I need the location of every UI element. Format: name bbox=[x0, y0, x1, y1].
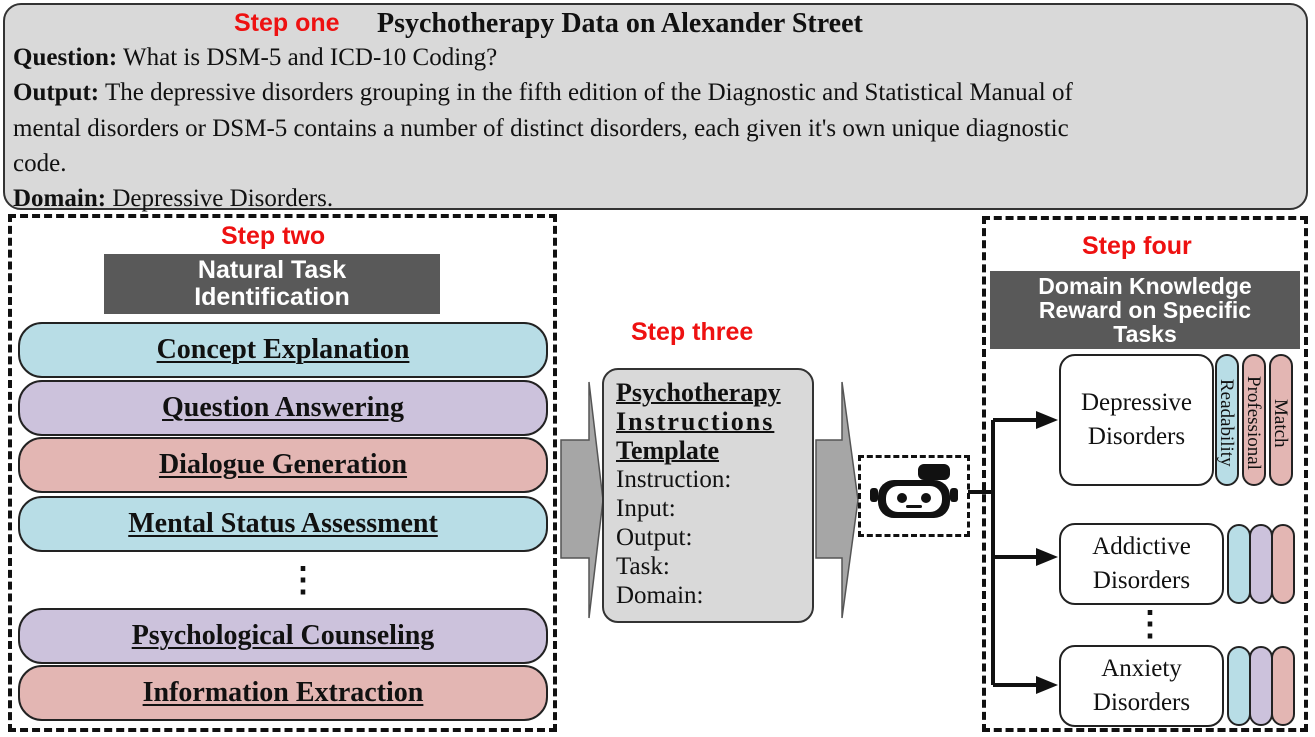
domain-line: Domain: Depressive Disorders. bbox=[13, 181, 333, 216]
task-concept-explanation: Concept Explanation bbox=[18, 322, 548, 378]
reward-pill-anxiety-2 bbox=[1249, 646, 1273, 726]
step-one-label: Step one bbox=[234, 9, 340, 37]
robot-box bbox=[858, 455, 970, 537]
question-text: What is DSM-5 and ICD-10 Coding? bbox=[123, 44, 498, 71]
template-field-output: Output: bbox=[616, 524, 693, 551]
reward-pill-anxiety-3 bbox=[1271, 646, 1295, 726]
right-arrow-icon-2 bbox=[815, 381, 859, 619]
step-two-header-line1: Natural Task bbox=[197, 256, 347, 284]
step-three-label: Step three bbox=[631, 318, 754, 346]
template-field-instruction: Instruction: bbox=[616, 466, 732, 493]
disorder-anxiety-line1: Anxiety bbox=[1101, 655, 1182, 682]
disorder-ellipsis: ⋮ bbox=[1133, 605, 1167, 643]
task-mental-status-assessment: Mental Status Assessment bbox=[18, 496, 548, 552]
output-line-2: mental disorders or DSM-5 contains a num… bbox=[13, 115, 1069, 142]
task-question-answering: Question Answering bbox=[18, 380, 548, 436]
step-four-header-line1: Domain Knowledge bbox=[1038, 273, 1252, 299]
output-text-1: The depressive disorders grouping in the… bbox=[104, 79, 1073, 106]
template-title-line2: Instructions bbox=[616, 407, 775, 436]
task-ellipsis: ⋮ bbox=[286, 561, 320, 599]
template-title-line3: Template bbox=[616, 436, 720, 465]
disorder-depressive-line2: Disorders bbox=[1087, 423, 1186, 450]
template-field-domain: Domain: bbox=[616, 582, 704, 609]
step-four-header: Domain Knowledge Reward on Specific Task… bbox=[990, 271, 1300, 349]
step-one-title: Psychotherapy Data on Alexander Street bbox=[377, 8, 863, 39]
reward-pill-addictive-1 bbox=[1227, 524, 1251, 604]
step-four-label: Step four bbox=[1082, 232, 1192, 260]
step-four-box bbox=[982, 216, 1308, 732]
robot-icon bbox=[870, 464, 958, 518]
reward-pill-addictive-3 bbox=[1271, 524, 1295, 604]
step-two-header: Natural Task Identification bbox=[104, 254, 440, 314]
instructions-template-box: Psychotherapy Instructions Template Inst… bbox=[602, 368, 814, 623]
disorder-addictive-line1: Addictive bbox=[1092, 533, 1191, 560]
template-title-line1: Psychotherapy bbox=[616, 378, 781, 407]
disorder-addictive: Addictive Disorders bbox=[1059, 523, 1224, 605]
template-field-input: Input: bbox=[616, 495, 676, 522]
domain-key: Domain: bbox=[13, 185, 107, 212]
reward-pill-addictive-2 bbox=[1249, 524, 1273, 604]
disorder-addictive-line2: Disorders bbox=[1092, 567, 1191, 594]
question-line: Question: What is DSM-5 and ICD-10 Codin… bbox=[13, 40, 497, 75]
step-four-header-line2: Reward on Specific bbox=[1038, 297, 1252, 323]
question-key: Question: bbox=[13, 44, 118, 71]
step-one-panel bbox=[3, 3, 1308, 210]
task-psychological-counseling: Psychological Counseling bbox=[18, 608, 548, 664]
reward-pill-anxiety-1 bbox=[1227, 646, 1251, 726]
step-two-header-line2: Identification bbox=[194, 283, 350, 311]
reward-match: Match bbox=[1269, 354, 1293, 486]
domain-text: Depressive Disorders. bbox=[112, 185, 334, 212]
step-two-label: Step two bbox=[221, 222, 326, 250]
reward-readability: Readability bbox=[1215, 354, 1239, 486]
disorder-anxiety-line2: Disorders bbox=[1092, 689, 1191, 716]
output-line-3: code. bbox=[13, 150, 67, 177]
template-field-task: Task: bbox=[616, 553, 670, 580]
disorder-anxiety: Anxiety Disorders bbox=[1059, 645, 1224, 727]
right-arrow-icon bbox=[560, 381, 604, 619]
output-key: Output: bbox=[13, 79, 100, 106]
disorder-depressive: Depressive Disorders bbox=[1059, 354, 1214, 486]
connector-arrows bbox=[968, 411, 1058, 694]
task-dialogue-generation: Dialogue Generation bbox=[18, 437, 548, 493]
step-two-box bbox=[8, 214, 557, 732]
step-four-header-line3: Tasks bbox=[1113, 321, 1177, 347]
disorder-depressive-line1: Depressive bbox=[1080, 389, 1193, 416]
task-information-extraction: Information Extraction bbox=[18, 665, 548, 721]
output-line-1: Output: The depressive disorders groupin… bbox=[13, 75, 1073, 110]
reward-professional: Professional bbox=[1242, 354, 1266, 486]
